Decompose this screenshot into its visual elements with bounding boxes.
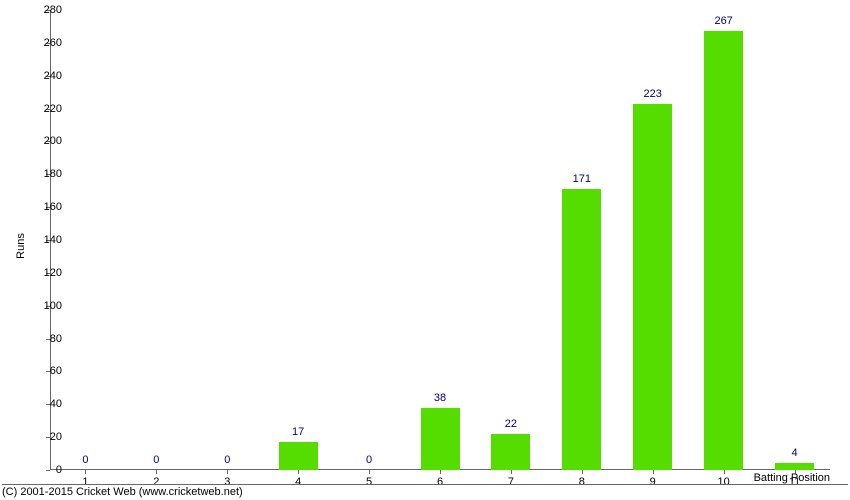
ytick-label: 260 (22, 37, 62, 49)
ytick-label: 100 (22, 300, 62, 312)
ytick-label: 200 (22, 135, 62, 147)
xtick (511, 470, 512, 474)
xtick (440, 470, 441, 474)
bar-value-label: 267 (714, 15, 732, 27)
ytick-label: 220 (22, 103, 62, 115)
bar (421, 408, 460, 470)
bar-value-label: 223 (644, 88, 662, 100)
bar-value-label: 22 (505, 418, 517, 430)
xtick (227, 470, 228, 474)
xtick (653, 470, 654, 474)
xtick (582, 470, 583, 474)
ytick-label: 160 (22, 201, 62, 213)
xtick (85, 470, 86, 474)
bar-value-label: 4 (791, 447, 797, 459)
bar-value-label: 0 (366, 454, 372, 466)
ytick-label: 80 (22, 333, 62, 345)
bar (775, 463, 814, 470)
ytick-label: 240 (22, 70, 62, 82)
bar-value-label: 171 (573, 173, 591, 185)
xtick (369, 470, 370, 474)
ytick-label: 280 (22, 4, 62, 16)
x-axis-title: Batting Position (754, 472, 830, 484)
ytick-label: 40 (22, 398, 62, 410)
ytick-label: 20 (22, 431, 62, 443)
xtick (724, 470, 725, 474)
bar (633, 104, 672, 470)
bar-value-label: 0 (224, 454, 230, 466)
ytick-label: 120 (22, 267, 62, 279)
bar (704, 31, 743, 470)
ytick-label: 180 (22, 168, 62, 180)
bar-value-label: 0 (82, 454, 88, 466)
copyright-text: (C) 2001-2015 Cricket Web (www.cricketwe… (2, 484, 848, 498)
ytick-label: 60 (22, 365, 62, 377)
bar (491, 434, 530, 470)
plot-area: 102030417506387228171922310267114 (50, 10, 830, 470)
ytick-label: 0 (22, 464, 62, 476)
bar-value-label: 38 (434, 392, 446, 404)
xtick (156, 470, 157, 474)
chart-container: 102030417506387228171922310267114 Runs B… (0, 0, 850, 500)
xtick (298, 470, 299, 474)
ytick-label: 140 (22, 234, 62, 246)
bar (562, 189, 601, 470)
bar-value-label: 17 (292, 426, 304, 438)
bar-value-label: 0 (153, 454, 159, 466)
bar (279, 442, 318, 470)
